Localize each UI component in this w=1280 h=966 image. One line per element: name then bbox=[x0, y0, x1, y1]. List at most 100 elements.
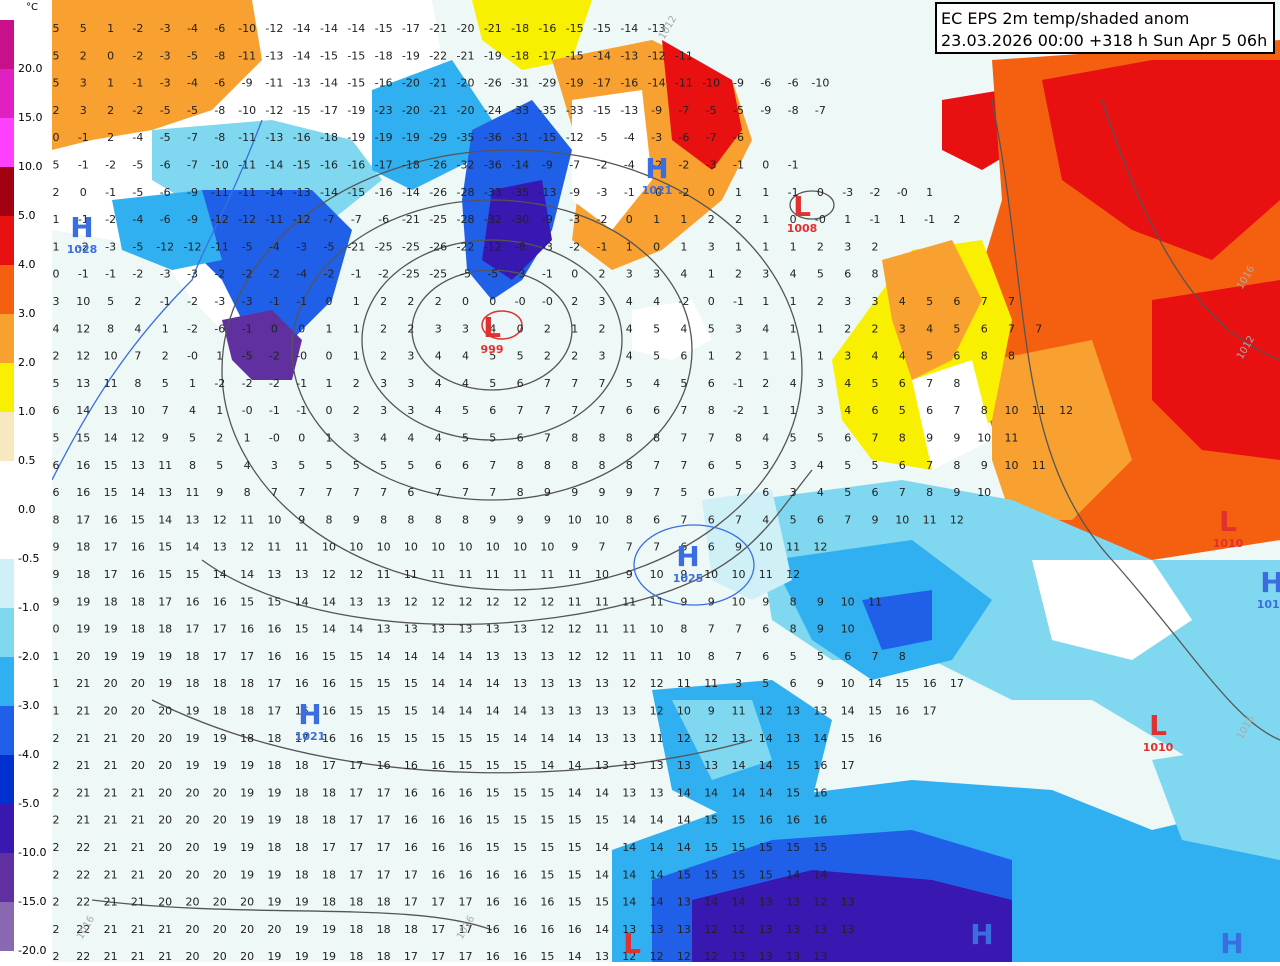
isobars bbox=[51, 99, 1280, 931]
grid-value: 6 bbox=[953, 350, 960, 363]
grid-value: 10 bbox=[841, 677, 855, 690]
grid-value: 13 bbox=[104, 404, 118, 417]
grid-value: 9 bbox=[353, 513, 360, 526]
grid-value: 14 bbox=[650, 868, 664, 881]
grid-value: 17 bbox=[459, 896, 473, 909]
grid-value: 5 bbox=[680, 377, 687, 390]
grid-value: 14 bbox=[240, 568, 254, 581]
grid-value: 19 bbox=[295, 923, 309, 936]
grid-value: 1 bbox=[790, 404, 797, 417]
grid-value: 15 bbox=[595, 814, 609, 827]
grid-value: -17 bbox=[538, 49, 556, 62]
grid-value: 4 bbox=[489, 322, 496, 335]
grid-value: -13 bbox=[538, 186, 556, 199]
grid-value: -25 bbox=[429, 268, 447, 281]
baffin-yellow bbox=[472, 0, 592, 70]
grid-value: 2 bbox=[735, 268, 742, 281]
grid-value: 17 bbox=[76, 513, 90, 526]
grid-value: 14 bbox=[104, 432, 118, 445]
grid-value: -3 bbox=[842, 186, 853, 199]
grid-value: -19 bbox=[347, 131, 365, 144]
grid-value: 10 bbox=[895, 513, 909, 526]
grid-value: 21 bbox=[76, 759, 90, 772]
grid-value: -2 bbox=[132, 22, 143, 35]
grid-value: 17 bbox=[431, 950, 445, 962]
grid-value: 1 bbox=[53, 240, 60, 253]
grid-value: 0 bbox=[326, 404, 333, 417]
grid-value: -11 bbox=[675, 77, 693, 90]
grid-value: 16 bbox=[322, 705, 336, 718]
grid-value: 7 bbox=[353, 486, 360, 499]
grid-value: 5 bbox=[53, 77, 60, 90]
grid-value: 21 bbox=[76, 786, 90, 799]
legend-label: 10.0 bbox=[18, 160, 43, 173]
map-title-box: EC EPS 2m temp/shaded anom 23.03.2026 00… bbox=[935, 2, 1275, 54]
grid-value: 5 bbox=[653, 322, 660, 335]
grid-value: 13 bbox=[650, 923, 664, 936]
grid-value: 21 bbox=[104, 814, 118, 827]
grid-value: 14 bbox=[459, 650, 473, 663]
grid-value: 8 bbox=[571, 432, 578, 445]
grid-value: 2 bbox=[53, 186, 60, 199]
grid-value: -36 bbox=[484, 131, 502, 144]
grid-value: 3 bbox=[899, 322, 906, 335]
grid-value: 7 bbox=[708, 623, 715, 636]
grid-value: 16 bbox=[76, 486, 90, 499]
grid-value: 15 bbox=[158, 541, 172, 554]
grid-value: 4 bbox=[926, 322, 933, 335]
grid-value: 8 bbox=[380, 513, 387, 526]
grid-value: 5 bbox=[953, 322, 960, 335]
grid-value: 1 bbox=[735, 186, 742, 199]
grid-value: 12 bbox=[622, 677, 636, 690]
grid-value: -0 bbox=[296, 350, 307, 363]
grid-value: 20 bbox=[267, 923, 281, 936]
grid-value: 7 bbox=[599, 541, 606, 554]
grid-value: 19 bbox=[267, 868, 281, 881]
grid-value: 0 bbox=[53, 268, 60, 281]
grid-value: 0 bbox=[708, 295, 715, 308]
grid-value: -3 bbox=[160, 49, 171, 62]
grid-value: 12 bbox=[76, 350, 90, 363]
grid-value: 7 bbox=[735, 486, 742, 499]
grid-value: -2 bbox=[105, 213, 116, 226]
grid-value: 0 bbox=[790, 213, 797, 226]
grid-value: 6 bbox=[790, 677, 797, 690]
low-pressure-marker: L bbox=[793, 190, 811, 223]
grid-value: 10 bbox=[841, 595, 855, 608]
grid-value: -10 bbox=[811, 77, 829, 90]
legend-swatch bbox=[0, 363, 14, 412]
grid-value: 3 bbox=[844, 350, 851, 363]
grid-value: -17 bbox=[375, 159, 393, 172]
grid-value: 0 bbox=[326, 295, 333, 308]
grid-value: 8 bbox=[872, 268, 879, 281]
grid-value: -14 bbox=[402, 186, 420, 199]
grid-value: -13 bbox=[265, 131, 283, 144]
grid-value: 4 bbox=[872, 350, 879, 363]
grid-value: 19 bbox=[158, 650, 172, 663]
grid-value: -11 bbox=[238, 49, 256, 62]
grid-value: 12 bbox=[486, 595, 500, 608]
grid-value: 13 bbox=[568, 677, 582, 690]
grid-value: 18 bbox=[240, 705, 254, 718]
legend-label: 5.0 bbox=[18, 209, 36, 222]
grid-value: 21 bbox=[131, 786, 145, 799]
grid-value: 7 bbox=[162, 404, 169, 417]
grid-value: 5 bbox=[817, 432, 824, 445]
grid-value: 1 bbox=[107, 77, 114, 90]
grid-value: 10 bbox=[76, 295, 90, 308]
grid-value: -2 bbox=[678, 295, 689, 308]
grid-value: 9 bbox=[953, 432, 960, 445]
grid-value: 3 bbox=[872, 295, 879, 308]
isobar-high bbox=[633, 524, 755, 606]
grid-value: 12 bbox=[813, 541, 827, 554]
grid-value: -2 bbox=[569, 240, 580, 253]
grid-value: 21 bbox=[76, 705, 90, 718]
grid-value: -1 bbox=[870, 213, 881, 226]
grid-value: -3 bbox=[242, 295, 253, 308]
grid-value: 3 bbox=[353, 432, 360, 445]
grid-value: 13 bbox=[595, 950, 609, 962]
grid-value: -2 bbox=[597, 159, 608, 172]
grid-value: 16 bbox=[267, 623, 281, 636]
grid-value: 15 bbox=[677, 868, 691, 881]
grid-value: -20 bbox=[457, 22, 475, 35]
